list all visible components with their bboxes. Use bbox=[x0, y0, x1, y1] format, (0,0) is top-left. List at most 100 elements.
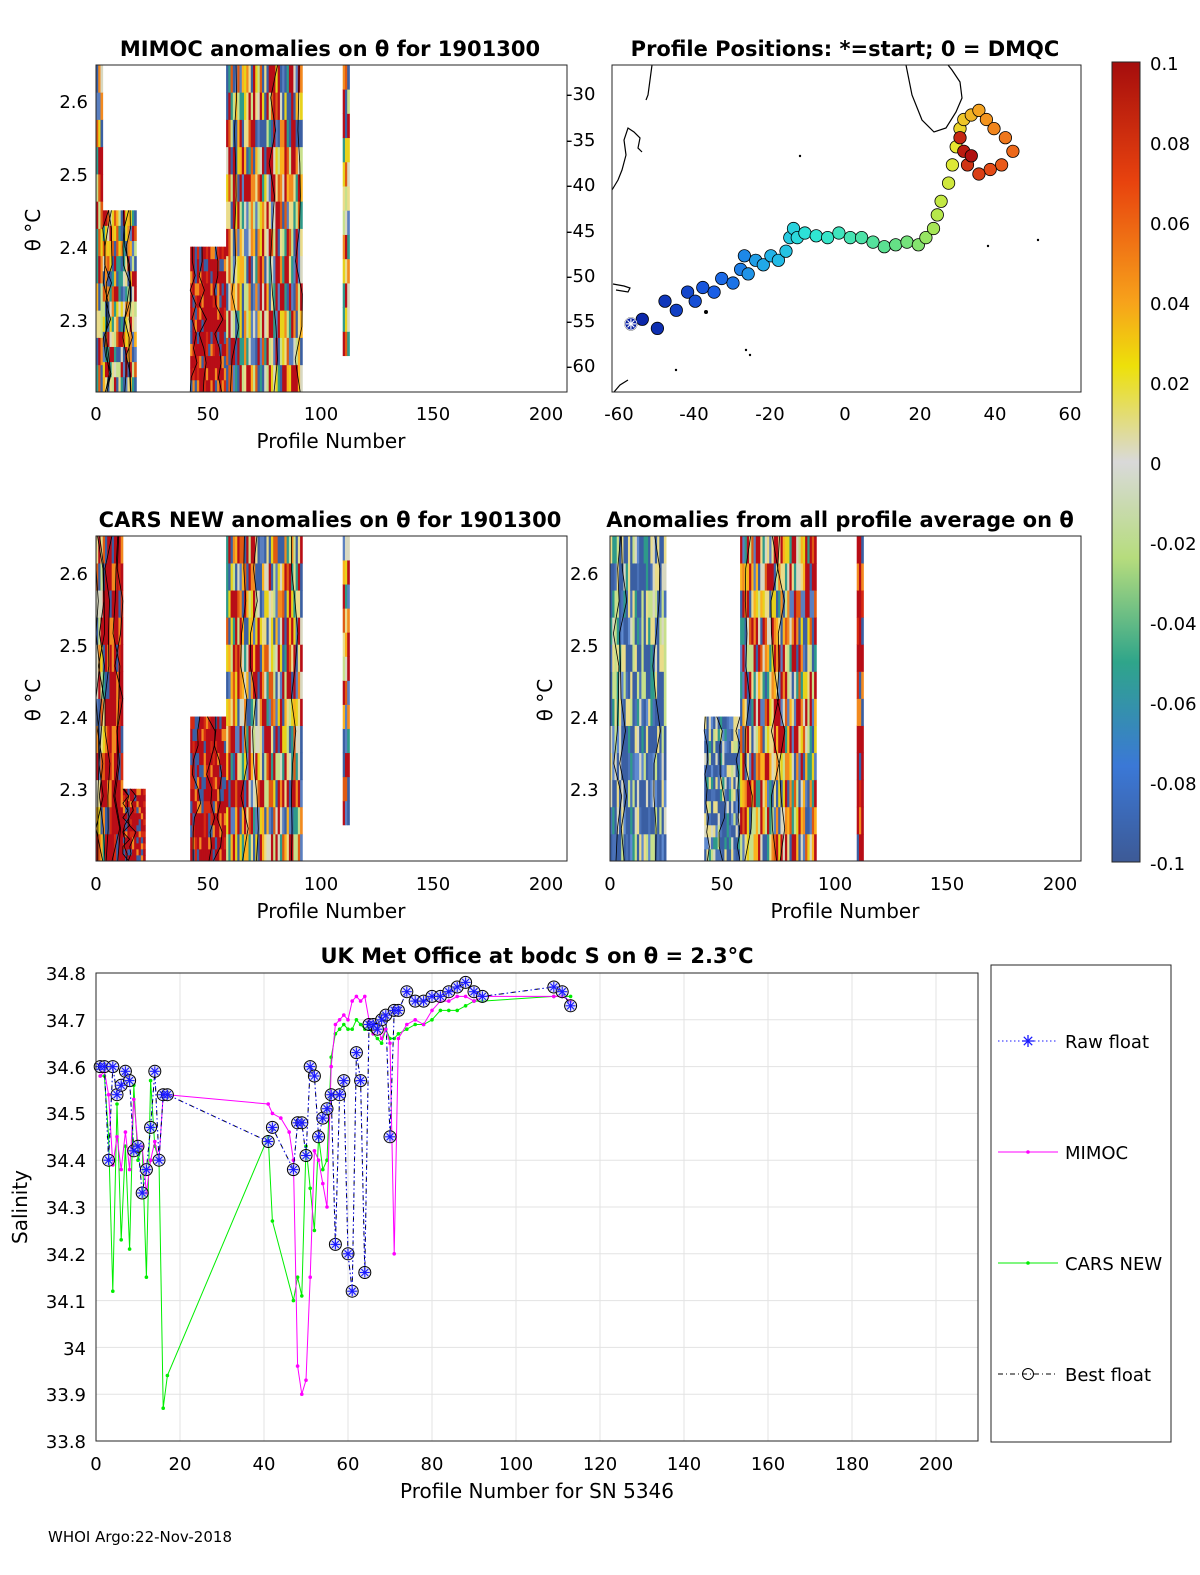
heatmap-cell bbox=[630, 671, 633, 699]
asterisk-stroke bbox=[411, 997, 420, 1005]
data-point-mimoc bbox=[346, 1018, 350, 1022]
heatmap-cell bbox=[286, 590, 290, 618]
avg-y-label: θ °C bbox=[533, 679, 557, 722]
heatmap-cell bbox=[654, 725, 658, 754]
heatmap-cell bbox=[789, 644, 793, 672]
heatmap-cell bbox=[751, 752, 754, 781]
data-point-cars-new bbox=[291, 1298, 296, 1303]
heatmap-cell bbox=[111, 225, 115, 242]
contour-line bbox=[290, 535, 299, 862]
heatmap-cell bbox=[223, 270, 227, 284]
heatmap-cell bbox=[203, 270, 207, 284]
heatmap-cell bbox=[201, 379, 205, 393]
heatmap-cell bbox=[208, 836, 211, 850]
heatmap-cell bbox=[210, 319, 214, 332]
heatmap-cell bbox=[255, 146, 258, 175]
heatmap-cell bbox=[109, 563, 113, 591]
x-tick-label: 0 bbox=[839, 404, 850, 425]
heatmap-cell bbox=[140, 818, 144, 826]
heatmap-cell bbox=[740, 644, 743, 672]
heatmap-cell bbox=[248, 806, 252, 835]
heatmap-cell bbox=[614, 698, 618, 726]
heatmap-cell bbox=[784, 779, 788, 808]
heatmap-cell bbox=[708, 812, 712, 826]
heatmap-cell bbox=[127, 788, 131, 796]
profile-position-marker bbox=[854, 231, 869, 245]
heatmap-cell bbox=[614, 833, 618, 862]
heatmap-cell bbox=[270, 310, 274, 338]
heatmap-cell bbox=[107, 806, 110, 835]
heatmap-cell bbox=[618, 779, 622, 808]
heatmap-cell bbox=[109, 331, 113, 347]
heatmap-cell bbox=[755, 833, 759, 862]
heatmap-cell bbox=[201, 776, 205, 790]
heatmap-cell bbox=[787, 725, 790, 754]
heatmap-cell bbox=[98, 283, 101, 311]
heatmap-cell bbox=[127, 824, 131, 832]
heatmap-cell bbox=[791, 536, 795, 564]
heatmap-cell bbox=[767, 806, 770, 835]
heatmap-cell bbox=[131, 361, 135, 378]
heatmap-cell bbox=[771, 671, 775, 699]
heatmap-cell bbox=[713, 800, 716, 814]
heatmap-cell bbox=[266, 65, 270, 93]
heatmap-cell bbox=[726, 752, 730, 766]
heatmap-cell bbox=[196, 343, 200, 357]
heatmap-cell bbox=[219, 728, 222, 742]
heatmap-cell bbox=[118, 361, 122, 378]
heatmap-cell bbox=[212, 764, 216, 778]
heatmap-cell bbox=[282, 644, 285, 672]
asterisk-stroke bbox=[289, 1165, 298, 1174]
heatmap-cell bbox=[735, 716, 739, 729]
heatmap-cell bbox=[722, 800, 725, 814]
heatmap-cell bbox=[96, 617, 99, 645]
heatmap-cell bbox=[246, 201, 249, 229]
heatmap-cell bbox=[241, 146, 245, 175]
heatmap-cell bbox=[217, 283, 220, 296]
heatmap-cell bbox=[259, 119, 263, 148]
heatmap-cell bbox=[798, 563, 802, 591]
heatmap-cell bbox=[627, 698, 631, 726]
heatmap-cell bbox=[275, 563, 279, 591]
heatmap-cell bbox=[342, 704, 346, 729]
heatmap-cell bbox=[742, 617, 745, 645]
x-tick-label: 140 bbox=[667, 1454, 701, 1475]
heatmap-cell bbox=[282, 752, 285, 781]
heatmap-cell bbox=[264, 617, 267, 645]
heatmap-cell bbox=[625, 536, 629, 564]
asterisk-stroke bbox=[360, 1268, 369, 1277]
heatmap-cell bbox=[636, 725, 640, 754]
heatmap-cell bbox=[140, 842, 144, 850]
heatmap-cell bbox=[205, 367, 209, 381]
heatmap-cell bbox=[634, 752, 638, 781]
heatmap-cell bbox=[780, 644, 784, 672]
heatmap-cell bbox=[201, 367, 205, 381]
heatmap-cell bbox=[784, 833, 788, 862]
heatmap-cell bbox=[789, 536, 793, 564]
heatmap-cell bbox=[118, 210, 122, 226]
heatmap-cell bbox=[811, 779, 815, 808]
profile-position-marker bbox=[926, 221, 941, 236]
heatmap-cell bbox=[212, 752, 216, 766]
heatmap-cell bbox=[293, 92, 297, 120]
heatmap-cell bbox=[733, 776, 736, 790]
heatmap-cell bbox=[237, 119, 240, 148]
heatmap-cell bbox=[194, 800, 198, 814]
heatmap-cell bbox=[205, 258, 209, 272]
heatmap-cell bbox=[253, 65, 256, 93]
x-tick-label: 150 bbox=[930, 874, 964, 895]
heatmap-cell bbox=[347, 258, 350, 284]
heatmap-cell bbox=[219, 764, 222, 778]
heatmap-cell bbox=[111, 752, 115, 781]
contour-line bbox=[122, 210, 131, 393]
y-tick-label: 2.5 bbox=[570, 636, 599, 657]
heatmap-cell bbox=[100, 752, 104, 781]
heatmap-cell bbox=[129, 836, 133, 844]
heatmap-cell bbox=[793, 725, 797, 754]
heatmap-cell bbox=[199, 812, 202, 826]
heatmap-cell bbox=[614, 536, 618, 564]
heatmap-cell bbox=[268, 590, 272, 618]
heatmap-cell bbox=[796, 590, 799, 618]
heatmap-cell bbox=[138, 830, 142, 838]
asterisk-stroke bbox=[348, 1287, 357, 1296]
